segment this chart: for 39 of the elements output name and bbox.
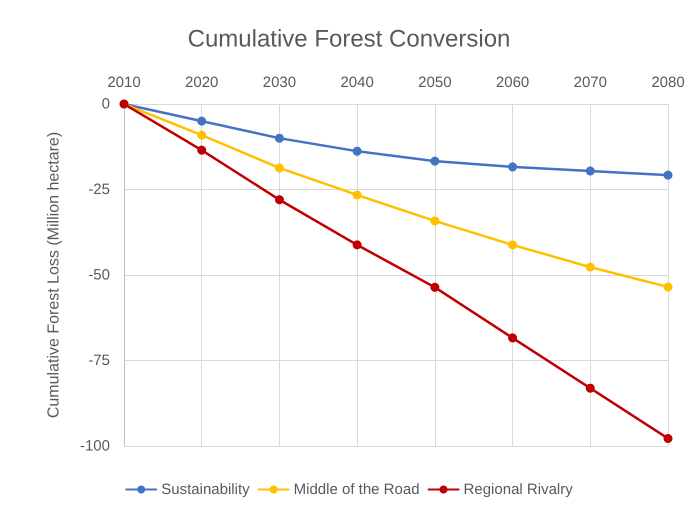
x-tick-label: 2070 (574, 74, 607, 91)
point (664, 434, 672, 443)
point (508, 333, 518, 342)
point (352, 240, 362, 250)
chart-title: Cumulative Forest Conversion (188, 26, 510, 52)
point (508, 162, 518, 172)
x-tick-label: 2020 (185, 74, 218, 91)
point (197, 130, 206, 140)
point (274, 134, 284, 143)
y-tick-label: -75 (88, 352, 110, 369)
x-tick-label: 2040 (340, 74, 374, 91)
y-tick-label: -100 (80, 438, 110, 454)
x-tick-label: 2080 (651, 74, 685, 91)
y-tick-label: 0 (102, 96, 110, 112)
point (430, 282, 440, 292)
point (352, 146, 362, 156)
legend-label: Regional Rivalry (464, 481, 574, 498)
legend-label: Sustainability (161, 481, 250, 498)
x-tick-label: 2010 (107, 74, 141, 91)
x-tick-label: 2060 (496, 74, 530, 91)
point (197, 146, 206, 155)
point (274, 195, 284, 204)
point (586, 166, 595, 176)
point (508, 240, 518, 250)
point (430, 156, 440, 166)
point (586, 384, 595, 393)
point (586, 262, 595, 272)
point (274, 163, 284, 172)
point (197, 116, 206, 126)
x-tick-label: 2050 (418, 74, 452, 91)
point (664, 170, 672, 180)
point (352, 190, 362, 200)
y-axis-title: Cumulative Forest Loss (Million hectare) (46, 132, 62, 418)
legend-label: Middle of the Road (294, 481, 420, 498)
x-tick-label: 2030 (262, 74, 296, 91)
y-tick-label: -25 (88, 181, 110, 198)
y-tick-label: -50 (88, 266, 110, 284)
point (430, 216, 440, 226)
point (664, 282, 672, 292)
